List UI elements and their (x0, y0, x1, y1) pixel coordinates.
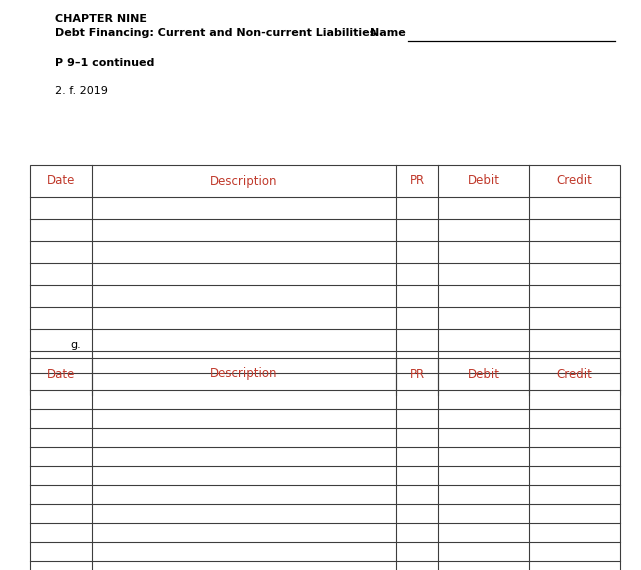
Text: g.: g. (70, 340, 81, 350)
Text: PR: PR (410, 368, 424, 381)
Text: P 9–1 continued: P 9–1 continued (55, 58, 154, 68)
Text: Debt Financing: Current and Non-current Liabilities: Debt Financing: Current and Non-current … (55, 28, 376, 38)
Text: Description: Description (210, 368, 278, 381)
Text: Credit: Credit (556, 174, 592, 188)
Text: Description: Description (210, 174, 278, 188)
Text: CHAPTER NINE: CHAPTER NINE (55, 14, 147, 24)
Text: Name: Name (370, 28, 406, 38)
Text: Credit: Credit (556, 368, 592, 381)
Text: 2. f. 2019: 2. f. 2019 (55, 86, 108, 96)
Text: PR: PR (410, 174, 424, 188)
Text: Debit: Debit (468, 174, 500, 188)
Bar (30, 358, 620, 570)
Bar (30, 165, 620, 395)
Text: Debit: Debit (468, 368, 500, 381)
Text: Date: Date (47, 174, 75, 188)
Text: Date: Date (47, 368, 75, 381)
